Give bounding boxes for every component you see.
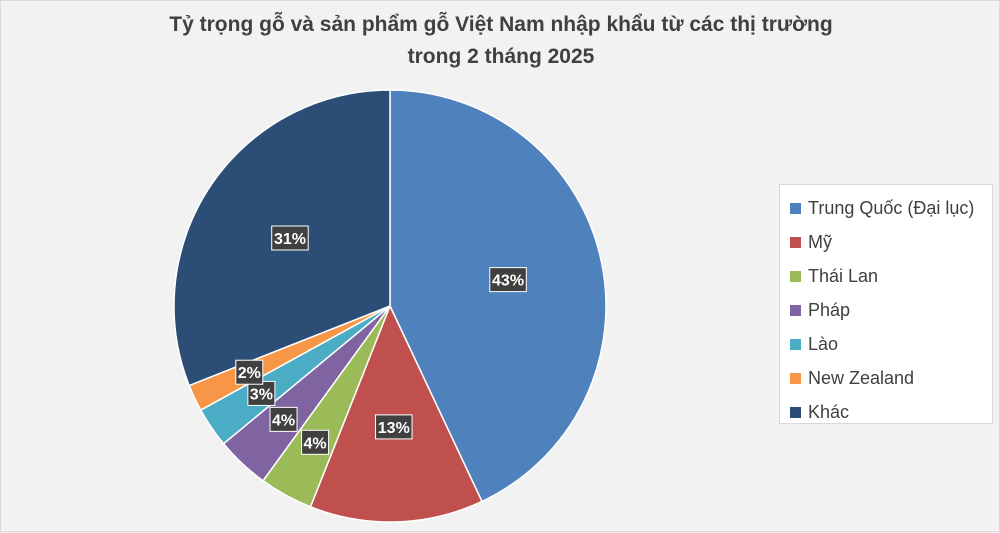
chart-title-line-1: Tỷ trọng gỗ và sản phẩm gỗ Việt Nam nhập…: [169, 13, 833, 36]
pie-slice-1: [309, 304, 483, 523]
legend-swatch-6: [790, 406, 801, 418]
data-label-text-4: 3%: [250, 386, 273, 403]
chart-title-line-2: trong 2 tháng 2025: [407, 45, 595, 68]
legend-label-6: Khác: [808, 401, 850, 422]
data-label-4: 3%: [247, 380, 276, 406]
legend-item-0: Trung Quốc (Đại lục): [790, 191, 992, 225]
legend-label-0: Trung Quốc (Đại lục): [808, 197, 975, 218]
legend-item-4: Lào: [790, 327, 992, 361]
legend-item-3: Pháp: [790, 293, 992, 327]
legend-item-5: New Zealand: [790, 361, 992, 395]
legend-swatch-1: [790, 236, 801, 248]
data-label-text-3: 4%: [272, 412, 295, 429]
legend-label-5: New Zealand: [808, 367, 915, 388]
data-label-6: 31%: [271, 225, 309, 251]
data-label-text-6: 31%: [274, 231, 306, 248]
data-label-5: 2%: [235, 359, 264, 385]
data-label-text-5: 2%: [238, 365, 261, 382]
legend-item-1: Mỹ: [790, 225, 992, 259]
legend-swatch-4: [790, 338, 801, 350]
pie-slice-0: [389, 89, 607, 503]
data-label-text-0: 43%: [492, 273, 524, 290]
legend-swatch-5: [790, 372, 801, 384]
data-label-3: 4%: [269, 406, 298, 432]
data-label-2: 4%: [301, 429, 330, 455]
legend-label-1: Mỹ: [808, 231, 832, 252]
chart-title: Tỷ trọng gỗ và sản phẩm gỗ Việt Nam nhập…: [1, 9, 1000, 73]
data-label-1: 13%: [375, 414, 413, 440]
data-label-0: 43%: [489, 267, 527, 293]
legend-swatch-2: [790, 270, 801, 282]
legend-label-3: Pháp: [808, 299, 851, 320]
data-label-text-2: 4%: [304, 435, 327, 452]
legend-label-4: Lào: [808, 333, 839, 354]
legend: Trung Quốc (Đại lục) Mỹ Thái Lan Pháp Lào New…: [779, 184, 993, 424]
legend-item-2: Thái Lan: [790, 259, 992, 293]
legend-swatch-0: [790, 202, 801, 214]
legend-swatch-3: [790, 304, 801, 316]
legend-label-2: Thái Lan: [808, 265, 879, 286]
legend-item-6: Khác: [790, 395, 992, 429]
data-label-text-1: 13%: [378, 420, 410, 437]
